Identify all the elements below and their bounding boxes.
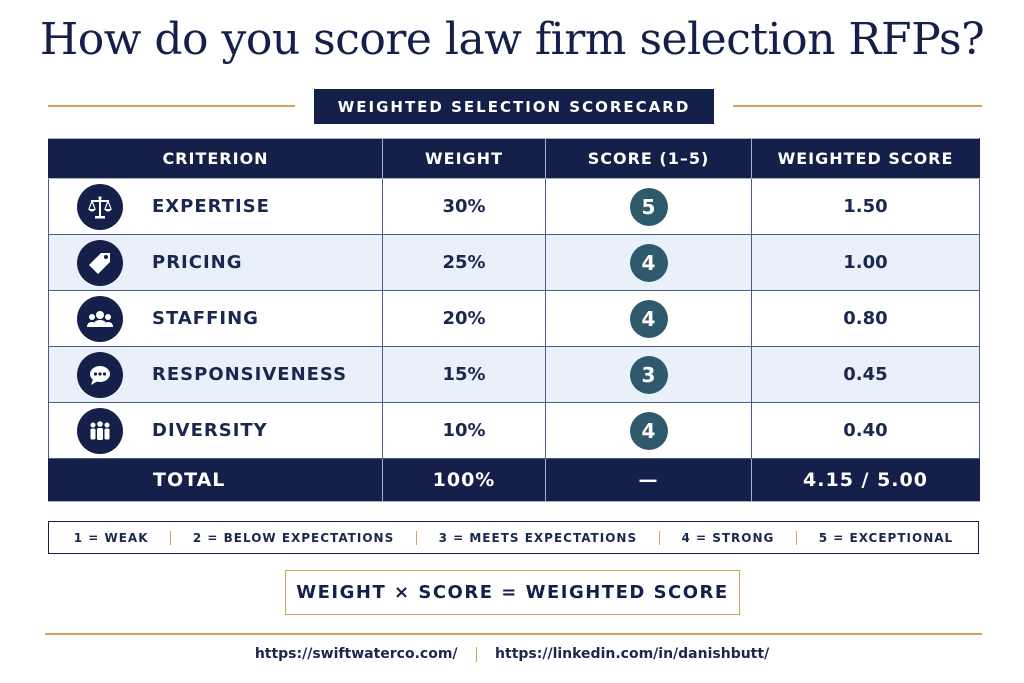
- total-row: TOTAL 100% — 4.15 / 5.00: [48, 458, 980, 502]
- scales-of-justice-icon: [77, 183, 123, 230]
- weighted-score-cell: 1.00: [751, 234, 980, 291]
- legend-item: 4 = STRONG: [681, 530, 775, 545]
- footer-links: https://swiftwaterco.com/ https://linked…: [0, 646, 1024, 662]
- score-legend: 1 = WEAK 2 = BELOW EXPECTATIONS 3 = MEET…: [48, 521, 979, 554]
- weighted-score-cell: 1.50: [751, 178, 980, 235]
- score-badge: 5: [629, 187, 668, 226]
- score-cell: 4: [545, 234, 752, 291]
- formula-text: WEIGHT × SCORE = WEIGHTED SCORE: [296, 582, 729, 603]
- weighted-score-cell: 0.80: [751, 290, 980, 347]
- weight-cell: 15%: [382, 346, 546, 403]
- weight-cell: 10%: [382, 402, 546, 459]
- header-score: SCORE (1–5): [545, 138, 752, 179]
- table-row-responsiveness: RESPONSIVENESS 15% 3 0.45: [48, 346, 980, 403]
- scorecard-table: CRITERION WEIGHT SCORE (1–5) WEIGHTED SC…: [48, 138, 980, 502]
- header-criterion: CRITERION: [48, 138, 383, 179]
- total-score: —: [545, 458, 752, 502]
- criterion-label: EXPERTISE: [152, 196, 270, 217]
- footer-link-website[interactable]: https://swiftwaterco.com/: [254, 646, 458, 662]
- score-badge: 4: [629, 299, 668, 338]
- total-weighted-score: 4.15 / 5.00: [751, 458, 980, 502]
- score-badge: 4: [629, 411, 668, 450]
- criterion-label: PRICING: [152, 252, 243, 273]
- criterion-label: STAFFING: [152, 308, 259, 329]
- legend-item: 3 = MEETS EXPECTATIONS: [438, 530, 638, 545]
- legend-separator: [415, 530, 418, 545]
- legend-item: 5 = EXCEPTIONAL: [818, 530, 954, 545]
- weight-cell: 20%: [382, 290, 546, 347]
- total-label: TOTAL: [48, 458, 383, 502]
- legend-separator: [658, 530, 661, 545]
- people-row-icon: [77, 407, 123, 454]
- criterion-cell: DIVERSITY: [48, 402, 383, 459]
- weight-cell: 25%: [382, 234, 546, 291]
- score-cell: 5: [545, 178, 752, 235]
- footer-link-linkedin[interactable]: https://linkedin.com/in/danishbutt/: [495, 646, 770, 662]
- criterion-cell: RESPONSIVENESS: [48, 346, 383, 403]
- table-row-diversity: DIVERSITY 10% 4 0.40: [48, 402, 980, 459]
- table-row-pricing: PRICING 25% 4 1.00: [48, 234, 980, 291]
- header-weight: WEIGHT: [382, 138, 546, 179]
- legend-separator: [169, 530, 172, 545]
- table-row-staffing: STAFFING 20% 4 0.80: [48, 290, 980, 347]
- score-cell: 4: [545, 402, 752, 459]
- team-group-icon: [77, 295, 123, 342]
- weight-cell: 30%: [382, 178, 546, 235]
- footer-gold-divider: [45, 633, 982, 635]
- score-cell: 3: [545, 346, 752, 403]
- right-gold-divider: [733, 105, 982, 107]
- weighted-score-cell: 0.40: [751, 402, 980, 459]
- criterion-cell: PRICING: [48, 234, 383, 291]
- legend-separator: [795, 530, 798, 545]
- chat-bubble-icon: [77, 351, 123, 398]
- criterion-label: RESPONSIVENESS: [152, 364, 348, 385]
- page-title: How do you score law firm selection RFPs…: [39, 14, 985, 65]
- criterion-cell: EXPERTISE: [48, 178, 383, 235]
- criterion-label: DIVERSITY: [152, 420, 268, 441]
- criterion-cell: STAFFING: [48, 290, 383, 347]
- weighted-score-cell: 0.45: [751, 346, 980, 403]
- scorecard-banner: WEIGHTED SELECTION SCORECARD: [314, 89, 714, 124]
- total-weight: 100%: [382, 458, 546, 502]
- price-tag-icon: [77, 239, 123, 286]
- scorecard-banner-label: WEIGHTED SELECTION SCORECARD: [337, 97, 691, 116]
- footer-separator: [475, 646, 478, 662]
- legend-item: 2 = BELOW EXPECTATIONS: [192, 530, 395, 545]
- header-weighted-score: WEIGHTED SCORE: [751, 138, 980, 179]
- score-cell: 4: [545, 290, 752, 347]
- formula-box: WEIGHT × SCORE = WEIGHTED SCORE: [285, 570, 740, 615]
- left-gold-divider: [48, 105, 295, 107]
- table-row-expertise: EXPERTISE 30% 5 1.50: [48, 178, 980, 235]
- score-badge: 3: [629, 355, 668, 394]
- score-badge: 4: [629, 243, 668, 282]
- legend-item: 1 = WEAK: [73, 530, 149, 545]
- table-header-row: CRITERION WEIGHT SCORE (1–5) WEIGHTED SC…: [48, 138, 980, 179]
